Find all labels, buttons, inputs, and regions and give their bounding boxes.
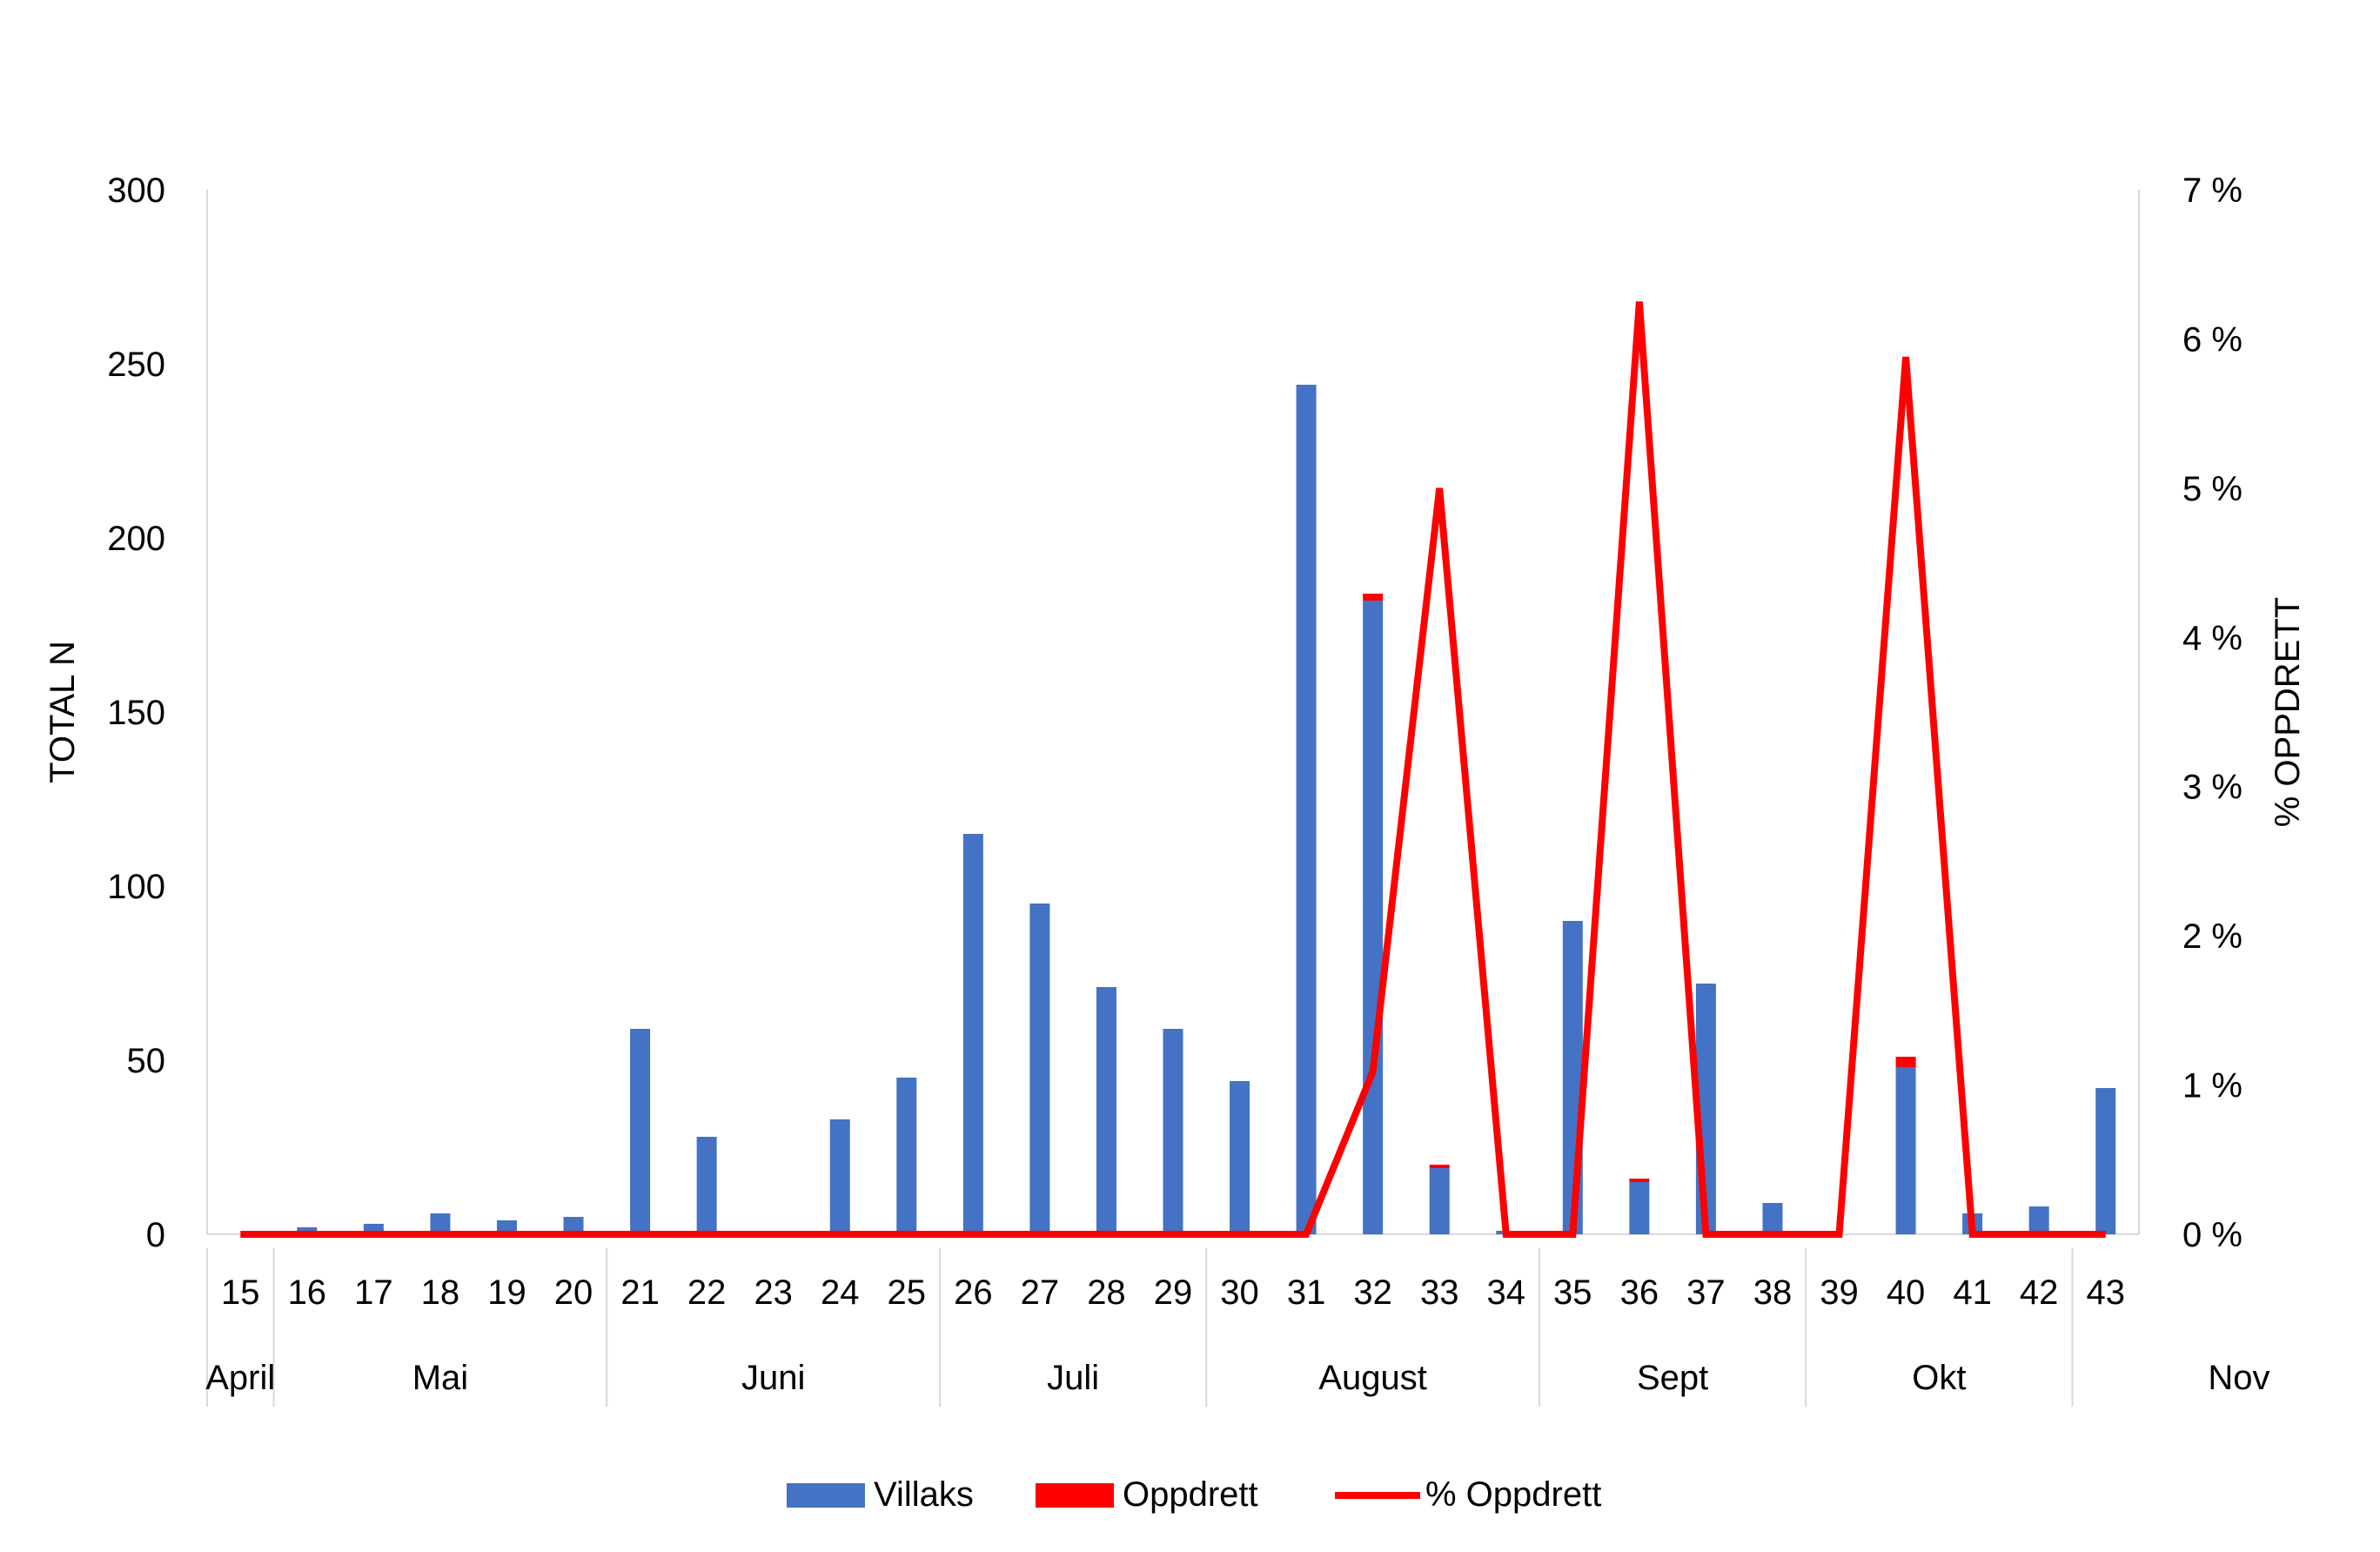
bar-villaks (1429, 1168, 1450, 1234)
line-oppdrett-pct (240, 301, 2106, 1238)
y-tick-label: 250 (107, 346, 165, 384)
y2-tick-label: 7 % (2182, 171, 2243, 210)
x-tick-label: 25 (888, 1273, 927, 1312)
month-label: Mai (412, 1359, 468, 1397)
bar-villaks (430, 1213, 451, 1234)
x-tick-label: 33 (1420, 1273, 1459, 1312)
bar-villaks (1096, 987, 1116, 1234)
x-tick-label: 42 (2020, 1273, 2059, 1312)
x-tick-label: 21 (620, 1273, 660, 1312)
bar-oppdrett (1629, 1179, 1650, 1182)
x-tick-label: 26 (954, 1273, 993, 1312)
month-label: Sept (1637, 1359, 1708, 1397)
y-tick-label: 50 (127, 1042, 166, 1080)
bar-villaks (2095, 1088, 2116, 1234)
bar-villaks (696, 1137, 717, 1234)
y-tick-label: 0 (146, 1216, 165, 1254)
x-tick-label: 38 (1753, 1273, 1793, 1312)
month-label: Juli (1047, 1359, 1099, 1397)
y2-tick-label: 0 % (2182, 1216, 2243, 1254)
month-label: Okt (1912, 1359, 1966, 1397)
y-tick-label: 150 (107, 694, 165, 732)
y-tick-label: 300 (107, 171, 165, 210)
bar-oppdrett (1429, 1165, 1450, 1168)
bar-villaks (1230, 1081, 1250, 1234)
bar-villaks (1629, 1182, 1650, 1234)
bar-villaks (2028, 1206, 2049, 1234)
month-label: August (1318, 1359, 1427, 1397)
bar-villaks (1895, 1067, 1916, 1234)
y2-tick-label: 2 % (2182, 917, 2243, 956)
x-tick-label: 22 (687, 1273, 727, 1312)
bar-villaks (962, 834, 983, 1234)
x-tick-label: 39 (1820, 1273, 1859, 1312)
legend-swatch-villaks (787, 1483, 865, 1508)
bar-villaks (1163, 1029, 1183, 1234)
bar-villaks (630, 1029, 651, 1234)
x-tick-label: 17 (354, 1273, 393, 1312)
x-tick-label: 35 (1553, 1273, 1592, 1312)
bar-villaks (563, 1217, 584, 1234)
bar-oppdrett (1363, 594, 1384, 601)
x-tick-label: 24 (821, 1273, 860, 1312)
y2-tick-label: 3 % (2182, 769, 2243, 807)
x-tick-label: 29 (1154, 1273, 1193, 1312)
x-tick-label: 19 (487, 1273, 526, 1312)
x-tick-label: 27 (1021, 1273, 1060, 1312)
bar-villaks (1363, 601, 1384, 1234)
x-tick-label: 31 (1287, 1273, 1326, 1312)
x-tick-label: 37 (1686, 1273, 1726, 1312)
y2-tick-label: 6 % (2182, 320, 2243, 359)
x-tick-label: 40 (1887, 1273, 1926, 1312)
x-tick-label: 18 (421, 1273, 460, 1312)
x-tick-label: 43 (2086, 1273, 2125, 1312)
y2-axis-title: % OPPDRETT (2269, 597, 2307, 827)
legend-swatch-oppdrett (1036, 1483, 1114, 1508)
month-label: Nov (2208, 1359, 2269, 1397)
x-tick-label: 41 (1953, 1273, 1992, 1312)
bar-villaks (829, 1119, 850, 1234)
x-tick-label: 36 (1620, 1273, 1659, 1312)
y2-tick-label: 4 % (2182, 619, 2243, 657)
x-tick-label: 20 (554, 1273, 593, 1312)
legend-label-villaks: Villaks (874, 1475, 974, 1514)
bar-villaks (1762, 1203, 1783, 1234)
x-tick-label: 23 (754, 1273, 793, 1312)
bar-villaks (896, 1078, 917, 1234)
y2-tick-label: 5 % (2182, 470, 2243, 508)
x-tick-label: 32 (1353, 1273, 1392, 1312)
x-tick-label: 30 (1220, 1273, 1259, 1312)
x-tick-label: 34 (1487, 1273, 1526, 1312)
x-tick-label: 28 (1087, 1273, 1126, 1312)
bar-oppdrett (1895, 1057, 1916, 1067)
month-label: Juni (741, 1359, 805, 1397)
y-tick-label: 200 (107, 520, 165, 558)
bar-villaks (1296, 385, 1317, 1234)
bar-villaks (1029, 904, 1050, 1234)
x-tick-label: 15 (221, 1273, 260, 1312)
y-axis-title: TOTAL N (44, 641, 82, 783)
month-label: April (205, 1359, 275, 1397)
legend-label-pct: % Oppdrett (1425, 1475, 1601, 1514)
y2-tick-label: 1 % (2182, 1067, 2243, 1105)
x-tick-label: 16 (288, 1273, 327, 1312)
legend-label-oppdrett: Oppdrett (1123, 1475, 1258, 1514)
y-tick-label: 100 (107, 868, 165, 906)
